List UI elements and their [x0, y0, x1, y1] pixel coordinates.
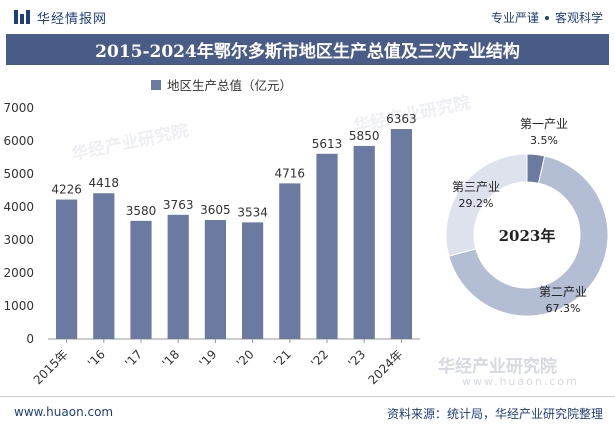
x-tick-label: '23: [345, 347, 368, 370]
slogan-dot-icon: [544, 15, 549, 20]
top-header: 华经情报网 专业严谨 客观科学: [0, 0, 615, 34]
bar-data-label: 6363: [386, 112, 417, 126]
bar: [241, 222, 264, 339]
legend-label: 地区生产总值（亿元）: [167, 78, 293, 93]
x-tick-label: '19: [196, 347, 219, 370]
y-tick-label: 1000: [3, 299, 34, 313]
donut-slice: [448, 155, 609, 317]
bar: [130, 220, 152, 339]
bar: [316, 153, 338, 339]
brand-name: 华经情报网: [37, 11, 108, 27]
footer: www.huaon.com 资料来源：统计局，华经产业研究院整理: [0, 396, 615, 428]
bar-data-label: 5613: [312, 137, 343, 151]
footer-source: 资料来源：统计局，华经产业研究院整理: [386, 407, 603, 421]
bar-data-label: 3763: [163, 198, 194, 212]
x-tick-label: '22: [308, 347, 331, 370]
page-title: 2015-2024年鄂尔多斯市地区生产总值及三次产业结构: [95, 42, 520, 62]
slogan-left: 专业严谨: [490, 11, 539, 25]
y-tick-label: 3000: [3, 233, 34, 247]
slogan: 专业严谨 客观科学: [491, 9, 603, 26]
bar-data-label: 5850: [349, 129, 380, 143]
y-tick-label: 5000: [3, 167, 34, 181]
bar-data-label: 3580: [126, 204, 157, 218]
bar: [167, 214, 189, 339]
x-tick-label: '17: [122, 347, 145, 370]
bar: [279, 183, 301, 339]
donut-center-title: 2023年: [499, 227, 556, 245]
donut-slice-value: 3.5%: [530, 134, 558, 147]
donut-slice-label: 第三产业: [452, 180, 500, 194]
bar-data-label: 4226: [51, 183, 82, 197]
y-tick-label: 2000: [3, 266, 34, 280]
donut-slice-label: 第一产业: [520, 117, 568, 131]
brand: 华经情报网: [13, 8, 108, 27]
bar-data-label: 4418: [89, 176, 120, 190]
slogan-right: 客观科学: [554, 11, 603, 25]
donut-slice-label: 第二产业: [539, 285, 587, 299]
chart-legend: 地区生产总值（亿元）: [151, 75, 292, 94]
title-bar: 2015-2024年鄂尔多斯市地区生产总值及三次产业结构: [6, 34, 609, 65]
x-tick-label: '16: [85, 347, 108, 370]
x-tick-label: 2024年: [366, 347, 406, 387]
bar-data-label: 3534: [237, 205, 268, 219]
bar: [353, 145, 375, 339]
brand-logo-icon: [14, 10, 30, 24]
bar: [55, 199, 78, 339]
x-tick-label: '20: [234, 347, 257, 370]
x-tick-label: '21: [271, 347, 294, 370]
legend-swatch: [151, 79, 161, 90]
footer-url[interactable]: www.huaon.com: [14, 405, 114, 419]
y-tick-label: 6000: [3, 134, 34, 148]
bar: [93, 193, 115, 339]
donut-slice: [445, 153, 528, 257]
y-tick-label: 4000: [3, 200, 34, 214]
x-tick-label: '18: [159, 347, 182, 370]
bar-data-label: 4716: [275, 166, 306, 180]
x-tick-label: 2015年: [31, 347, 71, 387]
bar: [390, 129, 413, 339]
donut-slice-value: 29.2%: [459, 197, 494, 210]
y-tick-label: 0: [26, 332, 34, 346]
bar: [204, 220, 227, 339]
donut-slice-value: 67.3%: [546, 302, 581, 315]
bar-data-label: 3605: [200, 203, 231, 217]
y-tick-label: 7000: [3, 101, 34, 115]
